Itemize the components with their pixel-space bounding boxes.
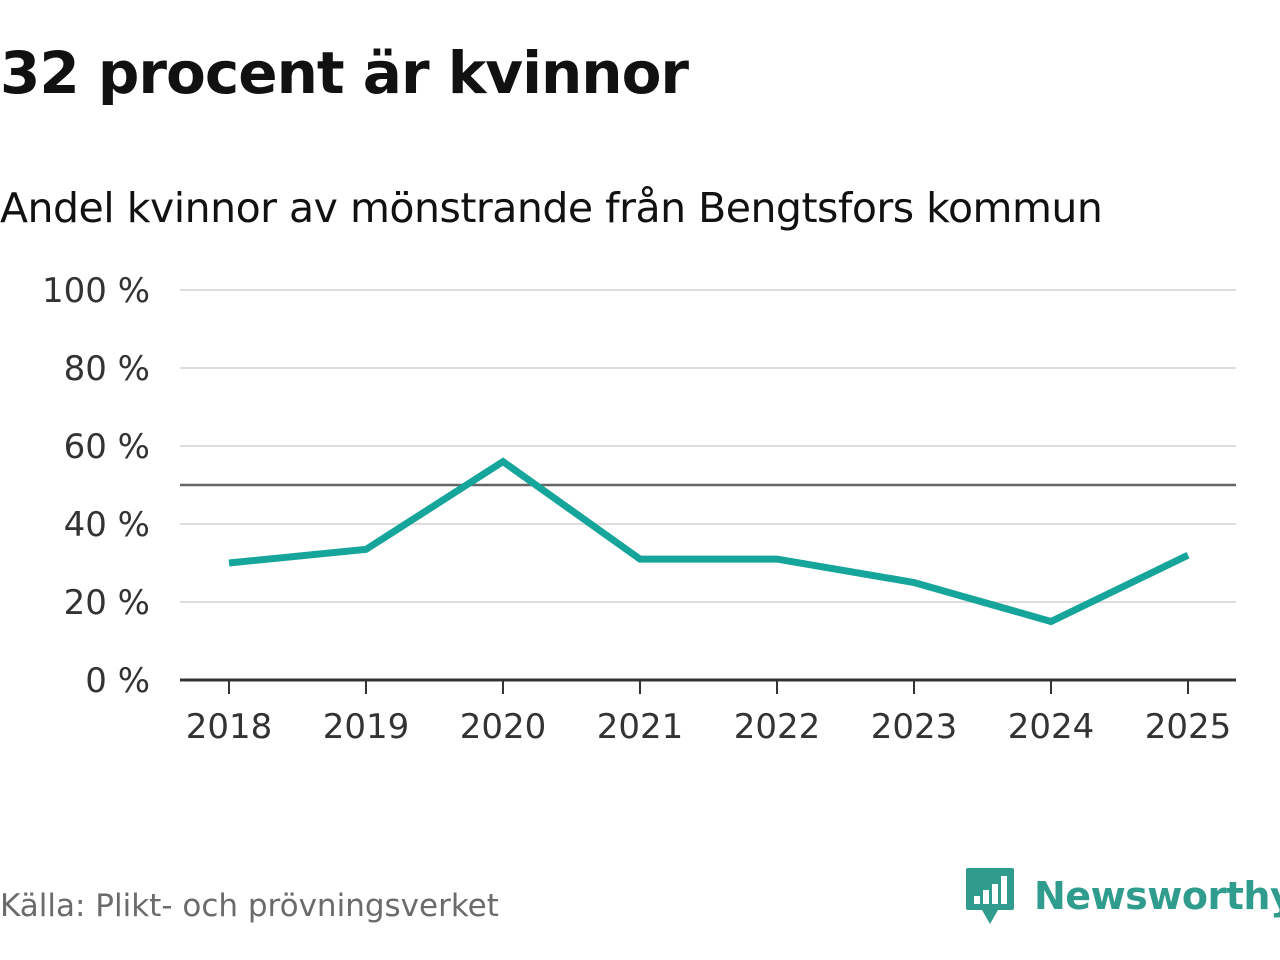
y-tick-labels: 0 % 20 % 40 % 60 % 80 % 100 % <box>42 271 150 701</box>
newsworthy-logo-icon <box>966 868 1014 924</box>
x-axis <box>180 678 1236 694</box>
y-tick-label-60: 60 % <box>64 427 150 467</box>
x-tick-label-2022: 2022 <box>734 707 821 747</box>
chart-title: 32 procent är kvinnor <box>0 39 689 107</box>
x-tick-label-2023: 2023 <box>871 707 958 747</box>
brand-name: Newsworthy <box>1034 874 1280 918</box>
chart-subtitle: Andel kvinnor av mönstrande från Bengtsf… <box>0 184 1103 232</box>
series-layer <box>228 457 1190 626</box>
y-tick-label-0: 0 % <box>85 661 150 701</box>
x-tick-label-2024: 2024 <box>1008 707 1095 747</box>
x-tick-label-2020: 2020 <box>460 707 547 747</box>
brand: Newsworthy <box>964 864 1280 928</box>
source-note: Källa: Plikt- och prövningsverket <box>0 888 499 924</box>
y-tick-label-80: 80 % <box>64 349 150 389</box>
x-tick-label-2025: 2025 <box>1145 707 1232 747</box>
x-tick-label-2019: 2019 <box>323 707 410 747</box>
x-tick-label-2018: 2018 <box>186 707 273 747</box>
series-line-0 <box>228 457 1190 626</box>
x-tick-labels: 2018 2019 2020 2021 2022 2023 2024 2025 <box>186 707 1232 747</box>
y-tick-label-40: 40 % <box>64 505 150 545</box>
grid-lines <box>180 289 1236 603</box>
y-tick-label-20: 20 % <box>64 583 150 623</box>
x-tick-label-2021: 2021 <box>597 707 684 747</box>
y-tick-label-100: 100 % <box>42 271 150 311</box>
